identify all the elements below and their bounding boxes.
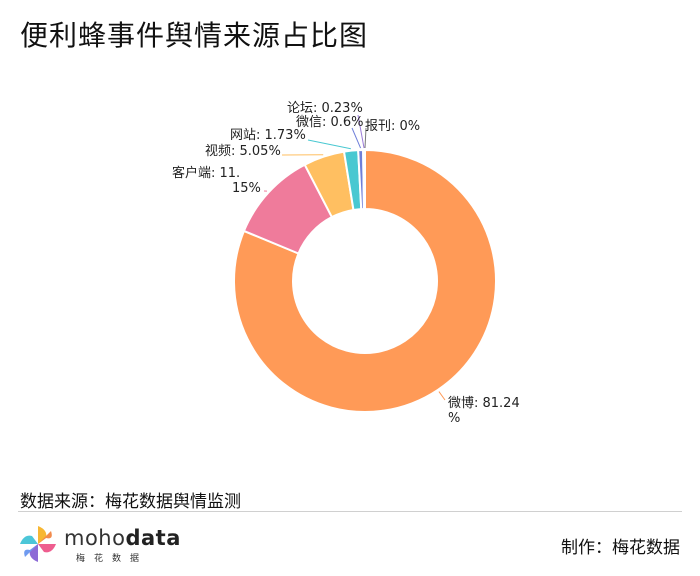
donut-slices [233, 148, 497, 413]
slice-label-kehuduan: 客户端: 11. 15% [172, 165, 261, 196]
slice-labels: 微博: 81.24% 客户端: 11. 15% 视频: 5.05% 网站: 1.7… [172, 101, 520, 426]
pinwheel-logo-icon [20, 526, 56, 562]
slice-label-weixin: 微信: 0.6% [296, 115, 364, 130]
slice-5 [362, 148, 366, 211]
footer-divider [18, 511, 682, 512]
slice-label-shipin: 视频: 5.05% [205, 144, 281, 159]
slice-label-wangzhan: 网站: 1.73% [230, 128, 306, 143]
maker-credit: 制作：梅花数据 [561, 538, 680, 558]
chart-title: 便利蜂事件舆情来源占比图 [20, 19, 369, 52]
donut-chart: 微博: 81.24% 客户端: 11. 15% 视频: 5.05% 网站: 1.7… [172, 101, 520, 426]
mohodata-logo: mohodata 梅花数据 [18, 522, 181, 566]
logo-wordmark: mohodata [64, 526, 181, 550]
slice-label-luntan: 论坛: 0.23% [287, 101, 363, 116]
slice-0 [233, 148, 497, 413]
slice-label-weibo: 微博: 81.24% [448, 396, 520, 426]
logo-subtext: 梅花数据 [76, 554, 149, 564]
label-leader-lines [263, 114, 446, 401]
leader-line-5 [357, 114, 365, 149]
leader-line-4 [351, 127, 362, 149]
data-source-note: 数据来源：梅花数据舆情监测 [20, 492, 241, 512]
leader-line-6 [364, 127, 367, 149]
leader-line-3 [307, 139, 351, 150]
slice-label-baokan: 报刊: 0% [365, 119, 420, 134]
leader-line-0 [438, 391, 446, 401]
